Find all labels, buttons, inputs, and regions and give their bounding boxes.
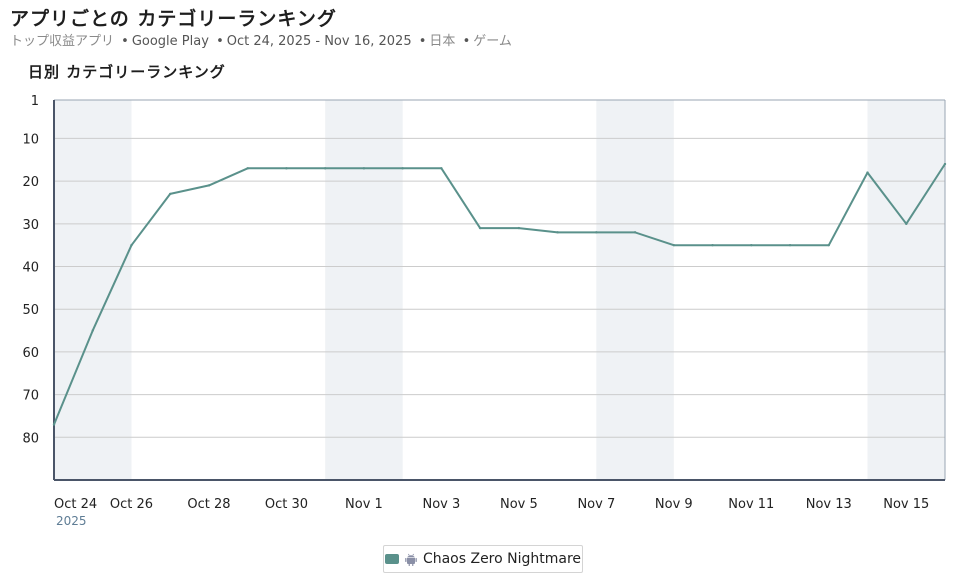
data-point [285,167,288,170]
x-tick-year-label: 2025 [56,514,87,528]
y-tick-label: 30 [22,218,39,233]
data-point [750,243,753,247]
data-point [633,231,637,234]
x-tick-label: Nov 13 [806,497,852,512]
subtitle-country: 日本 [429,34,456,49]
subtitle-separator: • [216,34,224,49]
data-point [866,171,869,174]
page-title: アプリごとの カテゴリーランキング [10,8,337,30]
subtitle-separator: • [462,34,471,49]
x-tick-label: Nov 11 [728,497,774,512]
data-point [207,184,211,187]
series-lines [52,162,947,426]
subtitle-store: Google Play [131,34,209,49]
x-tick-label: Oct 30 [265,497,308,512]
y-tick-label: 10 [22,132,39,147]
y-axis-ticks: 1 10 20 30 40 50 60 70 80 [22,94,39,446]
x-tick-label: Nov 3 [423,497,461,512]
legend-item[interactable]: Chaos Zero Nightmare [383,545,583,573]
y-tick-label: 70 [22,389,39,404]
data-point [711,243,714,247]
weekend-band [54,100,132,480]
x-tick-label: Oct 24 [54,497,97,512]
x-tick-label: Nov 9 [655,497,693,512]
weekend-band [867,100,945,480]
weekend-band [325,100,403,480]
grid-lines [54,137,945,438]
y-tick-label: 80 [22,431,39,446]
x-tick-label: Oct 28 [187,497,230,512]
data-point [246,167,249,170]
page-subtitle: トップ収益アプリ • Google Play • Oct 24, 2025 - No… [10,30,512,49]
data-point [401,167,404,170]
data-point [943,162,947,166]
y-tick-label: 1 [31,94,39,109]
data-point [52,423,56,426]
data-point [556,231,559,234]
data-point [595,231,598,234]
y-tick-label: 60 [22,346,39,361]
weekend-band [596,100,674,480]
x-tick-label: Nov 5 [500,497,538,512]
subtitle-chart-kind: トップ収益アプリ [10,34,115,49]
legend-swatch [384,554,399,564]
data-point [362,167,366,170]
data-point [169,192,172,196]
x-tick-label: Oct 26 [110,497,153,512]
subtitle-separator: • [121,34,129,49]
data-point [478,226,482,230]
x-tick-label: Nov 7 [577,497,615,512]
chart-title: 日別 カテゴリーランキング [28,63,226,81]
data-point [827,243,830,247]
data-point [440,167,443,170]
x-tick-label: Nov 1 [345,497,383,512]
y-tick-label: 40 [22,261,39,276]
x-axis-ticks: Oct 24 2025 Oct 26 Oct 28 Oct 30 Nov 1 Nov 3 No… [54,497,929,528]
data-point [517,226,521,230]
android-icon [405,553,417,566]
weekend-bands [54,100,945,480]
data-point [91,329,94,332]
data-point [672,243,676,247]
y-tick-label: 20 [22,175,39,190]
subtitle-separator: • [418,34,427,49]
chart-axes [53,99,946,481]
data-point [905,222,908,226]
data-point [788,243,792,247]
series-line [53,163,946,426]
legend-label: Chaos Zero Nightmare [422,551,582,567]
subtitle-category: ゲーム [473,34,512,49]
data-point [323,167,327,170]
x-tick-label: Nov 15 [883,497,929,512]
y-tick-label: 50 [22,303,39,318]
data-point [130,243,133,247]
subtitle-date-range: Oct 24, 2025 - Nov 16, 2025 [226,34,412,49]
